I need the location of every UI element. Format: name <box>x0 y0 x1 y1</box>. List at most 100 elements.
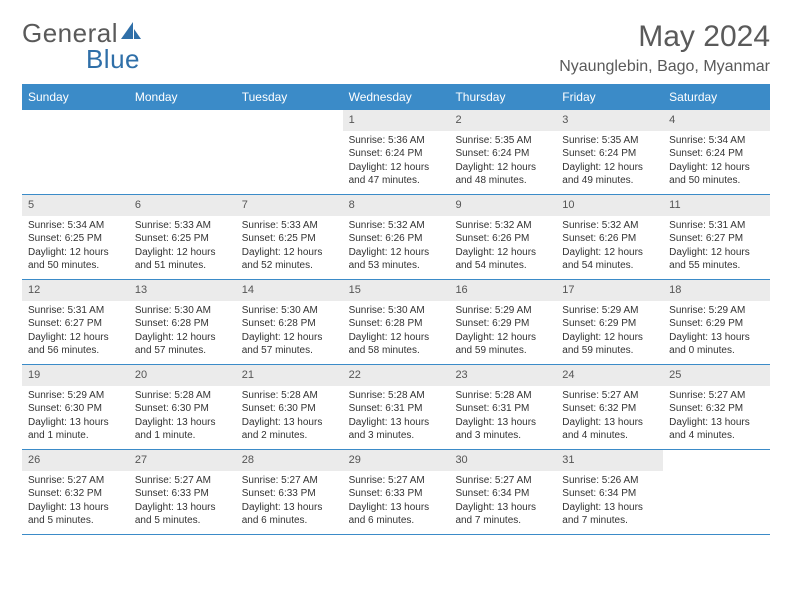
day-cell: 26Sunrise: 5:27 AMSunset: 6:32 PMDayligh… <box>22 450 129 534</box>
day-cell: 14Sunrise: 5:30 AMSunset: 6:28 PMDayligh… <box>236 280 343 364</box>
weekday-sat: Saturday <box>663 84 770 110</box>
sunset-text: Sunset: 6:27 PM <box>669 232 764 246</box>
day-body: Sunrise: 5:33 AMSunset: 6:25 PMDaylight:… <box>236 216 343 278</box>
daylight-text: Daylight: 12 hours and 49 minutes. <box>562 161 657 188</box>
sunrise-text: Sunrise: 5:27 AM <box>562 389 657 403</box>
daylight-text: Daylight: 13 hours and 6 minutes. <box>349 501 444 528</box>
day-cell: 25 Sunrise: 5:27 AMSunset: 6:32 PMDayligh… <box>663 365 770 449</box>
sunset-text: Sunset: 6:33 PM <box>135 487 230 501</box>
day-number: 19 <box>22 365 129 386</box>
day-number: 24 <box>556 365 663 386</box>
day-cell: 28Sunrise: 5:27 AMSunset: 6:33 PMDayligh… <box>236 450 343 534</box>
sunset-text: Sunset: 6:25 PM <box>242 232 337 246</box>
day-number: 9 <box>449 195 556 216</box>
day-body: Sunrise: 5:28 AMSunset: 6:31 PMDaylight:… <box>449 386 556 448</box>
week-row: 12Sunrise: 5:31 AMSunset: 6:27 PMDayligh… <box>22 280 770 365</box>
day-cell: 11Sunrise: 5:31 AMSunset: 6:27 PMDayligh… <box>663 195 770 279</box>
sunrise-text: Sunrise: 5:30 AM <box>242 304 337 318</box>
day-number: 18 <box>663 280 770 301</box>
sunset-text: Sunset: 6:32 PM <box>669 402 764 416</box>
weekday-wed: Wednesday <box>343 84 450 110</box>
day-number: 16 <box>449 280 556 301</box>
sunset-text: Sunset: 6:24 PM <box>669 147 764 161</box>
sunset-text: Sunset: 6:28 PM <box>349 317 444 331</box>
day-number: 3 <box>556 110 663 131</box>
sunrise-text: Sunrise: 5:30 AM <box>135 304 230 318</box>
day-cell: 4Sunrise: 5:34 AMSunset: 6:24 PMDaylight… <box>663 110 770 194</box>
sunrise-text: Sunrise: 5:27 AM <box>455 474 550 488</box>
day-number: 21 <box>236 365 343 386</box>
weekday-header-row: Sunday Monday Tuesday Wednesday Thursday… <box>22 84 770 110</box>
daylight-text: Daylight: 12 hours and 50 minutes. <box>669 161 764 188</box>
day-cell: 8Sunrise: 5:32 AMSunset: 6:26 PMDaylight… <box>343 195 450 279</box>
daylight-text: Daylight: 12 hours and 54 minutes. <box>562 246 657 273</box>
week-row: 19 Sunrise: 5:29 AMSunset: 6:30 PM Dayligh… <box>22 365 770 450</box>
sunrise-text: Sunrise: 5:28 AM <box>135 389 230 403</box>
sunset-text: Sunset: 6:30 PM <box>28 402 123 416</box>
day-number: 23 <box>449 365 556 386</box>
day-body: Sunrise: 5:32 AMSunset: 6:26 PMDaylight:… <box>343 216 450 278</box>
brand-name-2: Blue <box>22 46 144 72</box>
sunrise-text: Sunrise: 5:32 AM <box>455 219 550 233</box>
title-block: May 2024 Nyaunglebin, Bago, Myanmar <box>559 20 770 76</box>
sunset-text: Sunset: 6:32 PM <box>562 402 657 416</box>
sunrise-text: Sunrise: 5:27 AM <box>28 474 123 488</box>
day-body: Sunrise: 5:33 AMSunset: 6:25 PMDaylight:… <box>129 216 236 278</box>
day-number: 25 <box>663 365 770 386</box>
day-body: Sunrise: 5:27 AMSunset: 6:32 PMDaylight:… <box>556 386 663 448</box>
sunset-text: Sunset: 6:26 PM <box>562 232 657 246</box>
day-body: Sunrise: 5:27 AMSunset: 6:33 PMDaylight:… <box>236 471 343 533</box>
day-number: 29 <box>343 450 450 471</box>
sunrise-text: Sunrise: 5:29 AM <box>669 304 764 318</box>
day-cell: 21Sunrise: 5:28 AMSunset: 6:30 PMDayligh… <box>236 365 343 449</box>
day-cell <box>129 110 236 194</box>
day-cell: 3Sunrise: 5:35 AMSunset: 6:24 PMDaylight… <box>556 110 663 194</box>
location-text: Nyaunglebin, Bago, Myanmar <box>559 58 770 76</box>
day-cell: 24Sunrise: 5:27 AMSunset: 6:32 PMDayligh… <box>556 365 663 449</box>
daylight-text: Daylight: 13 hours and 1 minute. <box>135 416 230 443</box>
day-number: 17 <box>556 280 663 301</box>
day-number: 27 <box>129 450 236 471</box>
daylight-text: Daylight: 12 hours and 55 minutes. <box>669 246 764 273</box>
day-body: Sunrise: 5:29 AMSunset: 6:29 PMDaylight:… <box>556 301 663 363</box>
week-row: 5Sunrise: 5:34 AMSunset: 6:25 PMDaylight… <box>22 195 770 280</box>
sunrise-text: Sunrise: 5:28 AM <box>242 389 337 403</box>
day-body: Sunrise: 5:36 AMSunset: 6:24 PMDaylight:… <box>343 131 450 193</box>
day-body: Sunrise: 5:31 AMSunset: 6:27 PMDaylight:… <box>663 216 770 278</box>
daylight-text: Daylight: 13 hours and 4 minutes. <box>669 416 764 443</box>
day-number: 4 <box>663 110 770 131</box>
weekday-sun: Sunday <box>22 84 129 110</box>
day-body: Sunrise: 5:29 AMSunset: 6:29 PMDaylight:… <box>449 301 556 363</box>
header: GeneralBlue May 2024 Nyaunglebin, Bago, … <box>22 20 770 76</box>
daylight-text: Daylight: 12 hours and 59 minutes. <box>562 331 657 358</box>
sunset-text: Sunset: 6:31 PM <box>349 402 444 416</box>
day-number: 5 <box>22 195 129 216</box>
daylight-text: Daylight: 12 hours and 51 minutes. <box>135 246 230 273</box>
day-body: Sunrise: 5:27 AMSunset: 6:33 PMDaylight:… <box>129 471 236 533</box>
sunrise-text: Sunrise: 5:29 AM <box>28 389 123 403</box>
day-number: 2 <box>449 110 556 131</box>
daylight-text: Daylight: 12 hours and 57 minutes. <box>242 331 337 358</box>
sunset-text: Sunset: 6:28 PM <box>242 317 337 331</box>
day-cell <box>236 110 343 194</box>
sunrise-text: Sunrise: 5:27 AM <box>349 474 444 488</box>
day-body: Sunrise: 5:27 AMSunset: 6:34 PMDaylight:… <box>449 471 556 533</box>
day-cell: 12Sunrise: 5:31 AMSunset: 6:27 PMDayligh… <box>22 280 129 364</box>
week-row: 26Sunrise: 5:27 AMSunset: 6:32 PMDayligh… <box>22 450 770 535</box>
day-number: 7 <box>236 195 343 216</box>
day-number: 31 <box>556 450 663 471</box>
day-cell: 17Sunrise: 5:29 AMSunset: 6:29 PMDayligh… <box>556 280 663 364</box>
day-body: Sunrise: 5:30 AMSunset: 6:28 PMDaylight:… <box>236 301 343 363</box>
day-number: 15 <box>343 280 450 301</box>
sunset-text: Sunset: 6:34 PM <box>562 487 657 501</box>
sunset-text: Sunset: 6:29 PM <box>669 317 764 331</box>
daylight-text: Daylight: 12 hours and 54 minutes. <box>455 246 550 273</box>
weekday-tue: Tuesday <box>236 84 343 110</box>
day-body: Sunrise: 5:28 AMSunset: 6:30 PMDaylight:… <box>236 386 343 448</box>
day-number: 22 <box>343 365 450 386</box>
month-title: May 2024 <box>559 20 770 54</box>
sunrise-text: Sunrise: 5:27 AM <box>669 389 764 403</box>
sunrise-text: Sunrise: 5:28 AM <box>455 389 550 403</box>
daylight-text: Daylight: 13 hours and 3 minutes. <box>455 416 550 443</box>
day-number: 1 <box>343 110 450 131</box>
